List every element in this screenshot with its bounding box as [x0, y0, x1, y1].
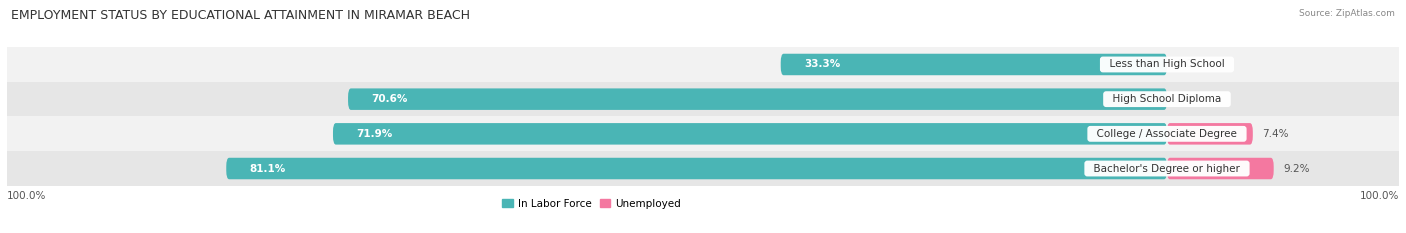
Text: High School Diploma: High School Diploma [1107, 94, 1227, 104]
Bar [7, 151, 1399, 186]
Text: EMPLOYMENT STATUS BY EDUCATIONAL ATTAINMENT IN MIRAMAR BEACH: EMPLOYMENT STATUS BY EDUCATIONAL ATTAINM… [11, 9, 470, 22]
Text: 100.0%: 100.0% [1360, 191, 1399, 201]
FancyBboxPatch shape [780, 54, 1167, 75]
Bar [7, 47, 1399, 82]
Text: Bachelor's Degree or higher: Bachelor's Degree or higher [1087, 164, 1247, 174]
FancyBboxPatch shape [226, 158, 1167, 179]
Text: 33.3%: 33.3% [804, 59, 841, 69]
Text: 9.2%: 9.2% [1282, 164, 1309, 174]
Text: 0.0%: 0.0% [1177, 94, 1202, 104]
FancyBboxPatch shape [1167, 123, 1253, 145]
FancyBboxPatch shape [1167, 158, 1274, 179]
Text: College / Associate Degree: College / Associate Degree [1090, 129, 1244, 139]
Legend: In Labor Force, Unemployed: In Labor Force, Unemployed [498, 194, 685, 213]
Bar [7, 82, 1399, 116]
Text: 7.4%: 7.4% [1263, 129, 1288, 139]
Text: 0.0%: 0.0% [1177, 59, 1202, 69]
FancyBboxPatch shape [349, 88, 1167, 110]
Text: Source: ZipAtlas.com: Source: ZipAtlas.com [1299, 9, 1395, 18]
FancyBboxPatch shape [333, 123, 1167, 145]
Text: Less than High School: Less than High School [1102, 59, 1232, 69]
Text: 100.0%: 100.0% [7, 191, 46, 201]
Bar [7, 116, 1399, 151]
Text: 81.1%: 81.1% [249, 164, 285, 174]
Text: 70.6%: 70.6% [371, 94, 408, 104]
Text: 71.9%: 71.9% [356, 129, 392, 139]
